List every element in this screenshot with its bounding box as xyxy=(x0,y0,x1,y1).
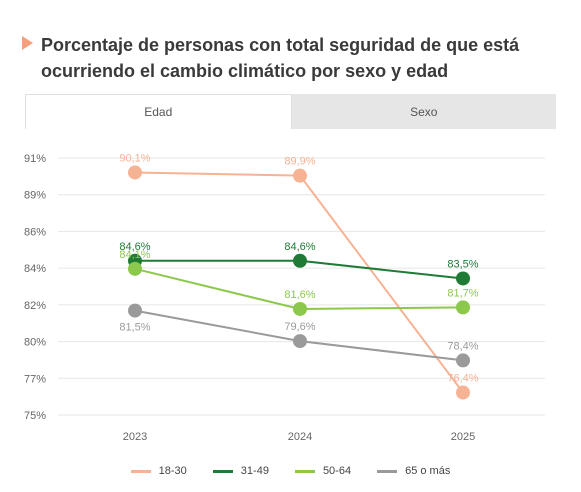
data-label: 81,5% xyxy=(119,322,150,334)
legend-label: 31-49 xyxy=(240,465,269,477)
data-point xyxy=(293,168,307,183)
legend-swatch xyxy=(377,469,398,473)
chart-legend: 18-30 31-49 50-64 65 o más xyxy=(0,465,581,477)
legend-label: 65 o más xyxy=(405,465,451,477)
legend-item: 65 o más xyxy=(377,465,450,477)
chart-title: Porcentaje de personas con total segurid… xyxy=(41,35,520,81)
legend-item: 18-30 xyxy=(130,465,187,477)
y-tick-label: 91% xyxy=(24,153,46,165)
legend-item: 31-49 xyxy=(212,465,269,477)
data-point xyxy=(128,261,142,276)
data-point xyxy=(293,334,307,349)
tab-bar: Edad Sexo xyxy=(25,94,556,129)
data-point xyxy=(128,303,142,318)
y-tick-label: 89% xyxy=(24,190,46,202)
x-tick-label: 2025 xyxy=(451,431,475,443)
data-point xyxy=(293,253,307,268)
x-tick-label: 2024 xyxy=(288,431,312,443)
data-label: 79,6% xyxy=(284,321,315,333)
legend-swatch xyxy=(294,469,315,473)
data-label: 84,1% xyxy=(119,249,150,261)
data-label: 81,6% xyxy=(284,289,315,301)
data-label: 81,7% xyxy=(447,287,478,299)
legend-label: 50-64 xyxy=(322,465,352,477)
data-point xyxy=(128,165,142,180)
y-tick-label: 80% xyxy=(24,337,46,349)
y-tick-label: 86% xyxy=(24,226,46,238)
line-chart: 91% 89% 86% 84% 82% 80% 77% 75% 2023 2024 2025 90,1… xyxy=(24,152,545,443)
data-label: 78,4% xyxy=(447,340,478,352)
data-point xyxy=(456,353,470,368)
legend-swatch xyxy=(130,469,151,473)
data-point xyxy=(456,300,470,315)
y-tick-label: 77% xyxy=(24,373,46,385)
x-tick-label: 2023 xyxy=(123,431,147,443)
data-point xyxy=(293,301,307,316)
tab-edad[interactable]: Edad xyxy=(25,94,292,129)
y-tick-label: 84% xyxy=(24,263,46,275)
y-tick-label: 75% xyxy=(24,410,46,422)
legend-label: 18-30 xyxy=(158,465,187,477)
legend-swatch xyxy=(212,469,233,473)
series-line-18-30 xyxy=(134,171,464,394)
data-label: 84,6% xyxy=(284,241,315,253)
data-label: 83,5% xyxy=(447,258,478,270)
chart-header: Porcentaje de personas con total segurid… xyxy=(22,32,562,84)
data-label: 84,6% xyxy=(119,241,150,253)
legend-item: 50-64 xyxy=(294,465,352,477)
tab-sexo[interactable]: Sexo xyxy=(410,104,438,119)
y-tick-label: 82% xyxy=(24,300,46,312)
data-label: 90,1% xyxy=(119,152,150,164)
data-label: 89,9% xyxy=(284,156,315,168)
data-label: 76,4% xyxy=(447,373,478,385)
data-point xyxy=(456,271,470,286)
data-point xyxy=(456,385,470,400)
play-arrow-icon xyxy=(22,36,33,50)
